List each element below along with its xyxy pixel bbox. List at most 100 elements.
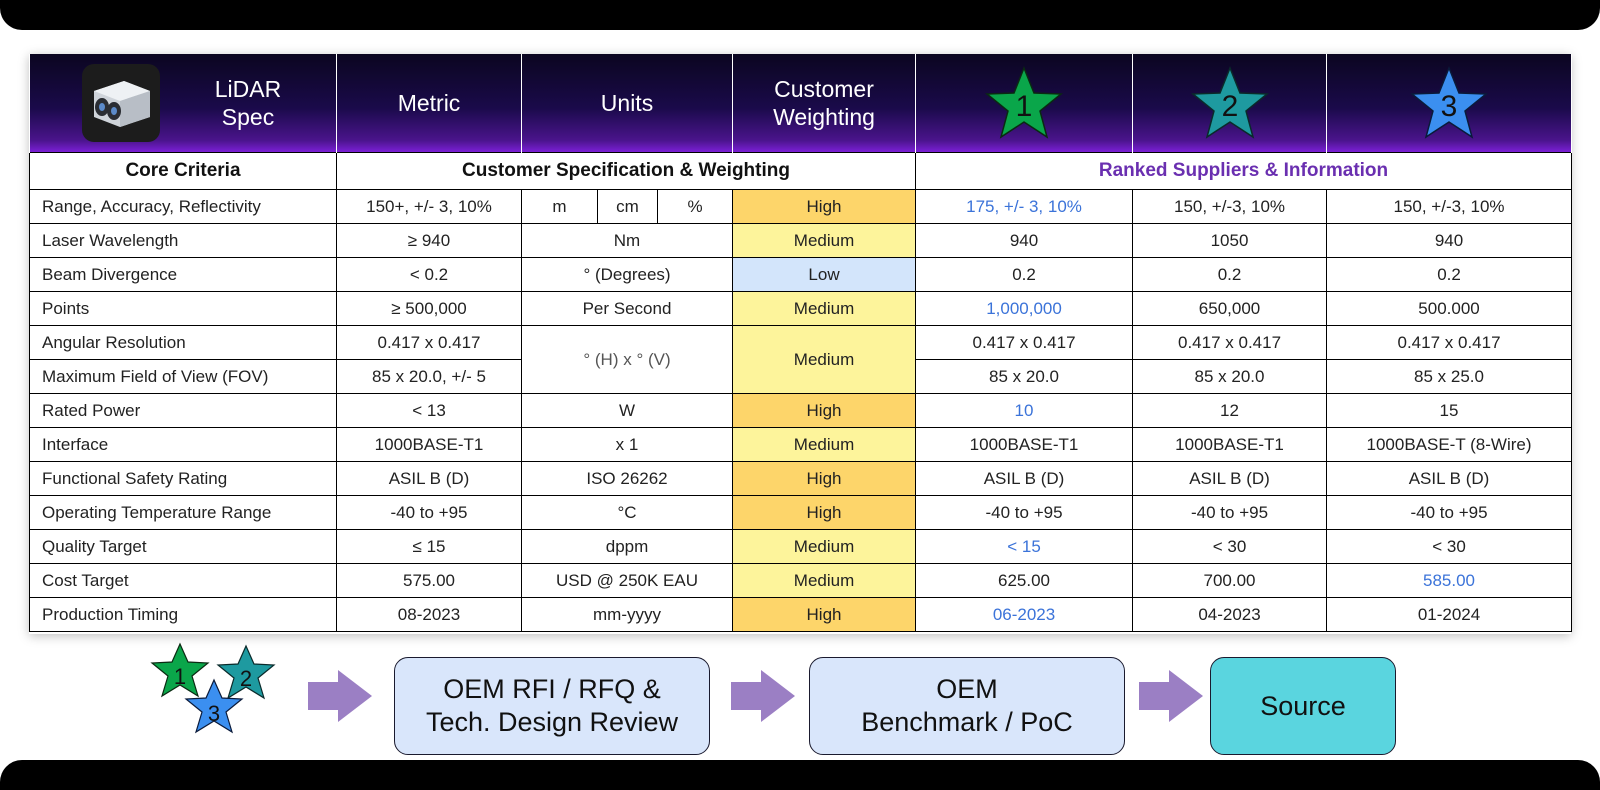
metric-cell: 85 x 20.0, +/- 5 — [336, 359, 522, 394]
units-cell: °C — [520, 495, 734, 530]
supplier-3-cell: 585.00 — [1326, 563, 1573, 598]
flow-star-2-label: 2 — [240, 666, 252, 691]
header-units: Units — [520, 54, 734, 153]
supplier-3-cell: 500.000 — [1326, 291, 1573, 326]
supplier-1-cell: 940 — [915, 223, 1134, 258]
supplier-3-cell: 85 x 25.0 — [1326, 359, 1573, 394]
units-cell: W — [520, 393, 734, 428]
star-3-label: 3 — [1441, 90, 1458, 123]
metric-cell: 08-2023 — [336, 597, 522, 632]
lidar-spec-table: LiDAR Spec Metric Units Customer Weighti… — [29, 54, 1573, 632]
weight-cell: Medium — [732, 427, 917, 462]
supplier-2-cell: 0.2 — [1132, 257, 1328, 292]
supplier-1-cell: 06-2023 — [915, 597, 1134, 632]
supplier-2-cell: 0.417 x 0.417 — [1132, 325, 1328, 360]
units-cell: x 1 — [520, 427, 734, 462]
flow-star-3-label: 3 — [208, 701, 220, 726]
units-cell: cm — [597, 189, 658, 224]
supplier-2-cell: < 30 — [1132, 529, 1328, 564]
table-row: Quality Target ≤ 15 dppm Medium < 15 < 3… — [29, 529, 1573, 564]
units-cell: Nm — [520, 223, 734, 258]
criteria-cell: Points — [29, 291, 337, 326]
metric-cell: -40 to +95 — [336, 495, 522, 530]
supplier-1-cell: 0.417 x 0.417 — [915, 325, 1134, 360]
star-1-label: 1 — [1016, 90, 1033, 123]
title-line-2: Spec — [221, 104, 275, 130]
table-row: Maximum Field of View (FOV) 85 x 20.0, +… — [29, 359, 1573, 394]
weighting-line-2: Weighting — [773, 104, 875, 130]
metric-cell: ≥ 940 — [336, 223, 522, 258]
table-row: Beam Divergence < 0.2 ° (Degrees) Low 0.… — [29, 257, 1573, 292]
weight-cell: High — [732, 461, 917, 496]
weight-cell: High — [732, 393, 917, 428]
metric-cell: 0.417 x 0.417 — [336, 325, 522, 360]
supplier-2-cell: 150, +/-3, 10% — [1132, 189, 1328, 224]
step-1-line-2: Tech. Design Review — [425, 707, 679, 737]
supplier-1-cell: ASIL B (D) — [915, 461, 1134, 496]
lidar-spec-table-card: LiDAR Spec Metric Units Customer Weighti… — [29, 54, 1573, 634]
supplier-3-cell: < 30 — [1326, 529, 1573, 564]
supplier-3-cell: 940 — [1326, 223, 1573, 258]
weight-cell: High — [732, 189, 917, 224]
header-supplier-1: 1 — [915, 54, 1134, 153]
table-row: Interface 1000BASE-T1 x 1 Medium 1000BAS… — [29, 427, 1573, 462]
header-row: LiDAR Spec Metric Units Customer Weighti… — [29, 54, 1573, 153]
header-metric: Metric — [336, 54, 522, 153]
step-2-line-2: Benchmark / PoC — [861, 707, 1073, 737]
table-row: Functional Safety Rating ASIL B (D) ISO … — [29, 461, 1573, 496]
weight-cell: Low — [732, 257, 917, 292]
units-cell: m — [521, 189, 598, 224]
supplier-1-cell: 10 — [915, 393, 1134, 428]
supplier-2-cell: 700.00 — [1132, 563, 1328, 598]
criteria-cell: Rated Power — [29, 393, 337, 428]
units-cell: ISO 26262 — [520, 461, 734, 496]
metric-cell: 575.00 — [336, 563, 522, 598]
section-ranked-suppliers: Ranked Suppliers & Information — [915, 152, 1573, 190]
lidar-spec-title: LiDAR Spec — [160, 75, 336, 131]
weight-cell: High — [732, 495, 917, 530]
metric-cell: ASIL B (D) — [336, 461, 522, 496]
bottom-frame-bar — [0, 760, 1600, 790]
table-row: Cost Target 575.00 USD @ 250K EAU Medium… — [29, 563, 1573, 598]
table-row: Points ≥ 500,000 Per Second Medium 1,000… — [29, 291, 1573, 326]
supplier-2-cell: 12 — [1132, 393, 1328, 428]
step-2-line-1: OEM — [936, 674, 998, 704]
supplier-1-cell: 1,000,000 — [915, 291, 1134, 326]
arrow-right-icon — [1139, 670, 1203, 722]
supplier-3-cell: -40 to +95 — [1326, 495, 1573, 530]
criteria-cell: Laser Wavelength — [29, 223, 337, 258]
star-3-icon: 3 — [1409, 65, 1489, 139]
units-cell: ° (H) x ° (V) — [520, 325, 734, 394]
top-frame-bar — [0, 0, 1600, 30]
metric-cell: < 13 — [336, 393, 522, 428]
supplier-2-cell: 04-2023 — [1132, 597, 1328, 632]
process-flow: 1 2 3 OEM RFI / RFQ & Tech. Design Revie… — [0, 640, 1600, 760]
supplier-1-cell: 175, +/- 3, 10% — [915, 189, 1134, 224]
section-row: Core Criteria Customer Specification & W… — [29, 152, 1573, 190]
arrow-right-icon — [731, 670, 795, 722]
weight-cell: High — [732, 597, 917, 632]
title-line-1: LiDAR — [214, 76, 282, 102]
supplier-1-cell: 85 x 20.0 — [915, 359, 1134, 394]
section-customer-spec: Customer Specification & Weighting — [335, 152, 917, 190]
supplier-3-cell: 01-2024 — [1326, 597, 1573, 632]
table-row: Range, Accuracy, Reflectivity 150+, +/- … — [29, 189, 1573, 224]
supplier-1-cell: 0.2 — [915, 257, 1134, 292]
criteria-cell: Interface — [29, 427, 337, 462]
units-cell: % — [656, 189, 734, 224]
criteria-cell: Range, Accuracy, Reflectivity — [29, 189, 337, 224]
supplier-1-cell: 1000BASE-T1 — [915, 427, 1134, 462]
units-cell: dppm — [520, 529, 734, 564]
star-1-icon: 1 — [984, 65, 1064, 139]
supplier-3-cell: 150, +/-3, 10% — [1326, 189, 1573, 224]
supplier-3-cell: 1000BASE-T (8-Wire) — [1326, 427, 1573, 462]
step-benchmark-box: OEM Benchmark / PoC — [809, 657, 1125, 755]
units-cell: ° (Degrees) — [520, 257, 734, 292]
metric-cell: 1000BASE-T1 — [336, 427, 522, 462]
weight-cell: Medium — [732, 563, 917, 598]
supplier-2-cell: ASIL B (D) — [1132, 461, 1328, 496]
criteria-cell: Operating Temperature Range — [29, 495, 337, 530]
weighting-line-1: Customer — [774, 76, 874, 102]
header-weighting: Customer Weighting — [732, 54, 917, 153]
units-cell: mm-yyyy — [520, 597, 734, 632]
